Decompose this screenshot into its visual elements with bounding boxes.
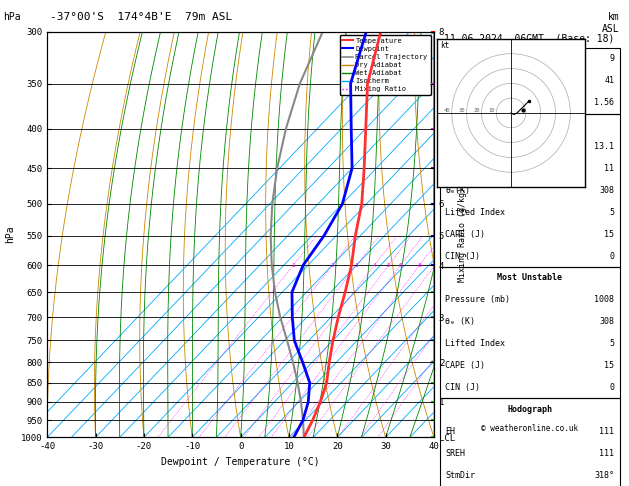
Text: Hodograph: Hodograph: [507, 405, 552, 414]
Text: hPa: hPa: [3, 12, 21, 22]
Text: 3: 3: [355, 263, 359, 268]
Text: Most Unstable: Most Unstable: [497, 274, 562, 282]
Text: K: K: [445, 54, 450, 63]
Legend: Temperature, Dewpoint, Parcel Trajectory, Dry Adiabat, Wet Adiabat, Isotherm, Mi: Temperature, Dewpoint, Parcel Trajectory…: [340, 35, 430, 95]
Text: ASL: ASL: [602, 24, 620, 35]
Bar: [440, 114, 620, 267]
Text: CAPE (J): CAPE (J): [445, 361, 485, 370]
Text: 318°: 318°: [594, 470, 614, 480]
Text: Dewp (°C): Dewp (°C): [445, 164, 490, 173]
Text: 15: 15: [604, 361, 614, 370]
Text: 111: 111: [599, 449, 614, 458]
Text: 8: 8: [418, 263, 421, 268]
Text: StmDir: StmDir: [445, 470, 475, 480]
Text: 0: 0: [609, 383, 614, 392]
Text: Pressure (mb): Pressure (mb): [445, 295, 510, 304]
Text: Temp (°C): Temp (°C): [445, 142, 490, 151]
Text: Lifted Index: Lifted Index: [445, 208, 505, 217]
Text: 15: 15: [604, 229, 614, 239]
Text: 10: 10: [488, 107, 495, 113]
Text: θₑ (K): θₑ (K): [445, 317, 475, 326]
Bar: [440, 399, 620, 486]
Text: 4: 4: [372, 263, 376, 268]
Text: CIN (J): CIN (J): [445, 383, 480, 392]
Text: 5: 5: [609, 339, 614, 348]
Text: CAPE (J): CAPE (J): [445, 229, 485, 239]
Text: SREH: SREH: [445, 449, 465, 458]
Text: CIN (J): CIN (J): [445, 251, 480, 260]
Text: © weatheronline.co.uk: © weatheronline.co.uk: [481, 424, 578, 434]
Text: Surface: Surface: [512, 120, 547, 129]
Text: 13.1: 13.1: [594, 142, 614, 151]
Text: kt: kt: [440, 41, 449, 50]
Text: 40: 40: [444, 107, 450, 113]
Text: 308: 308: [599, 186, 614, 195]
Text: θₑ(K): θₑ(K): [445, 186, 470, 195]
Text: PW (cm): PW (cm): [445, 98, 480, 107]
Text: EH: EH: [445, 427, 455, 436]
Text: 1.56: 1.56: [594, 98, 614, 107]
Y-axis label: Mixing Ratio (g/kg): Mixing Ratio (g/kg): [458, 187, 467, 282]
Text: 9: 9: [609, 54, 614, 63]
Bar: [440, 267, 620, 399]
Text: 111: 111: [599, 427, 614, 436]
Text: 308: 308: [599, 317, 614, 326]
Text: Totals Totals: Totals Totals: [445, 76, 510, 85]
Text: km: km: [608, 12, 620, 22]
Y-axis label: hPa: hPa: [5, 226, 15, 243]
Text: Lifted Index: Lifted Index: [445, 339, 505, 348]
Text: 2: 2: [330, 263, 334, 268]
Text: 6: 6: [399, 263, 403, 268]
Text: 1: 1: [291, 263, 295, 268]
Text: -37°00'S  174°4B'E  79m ASL: -37°00'S 174°4B'E 79m ASL: [50, 12, 233, 22]
Text: 11.06.2024  06GMT  (Base: 18): 11.06.2024 06GMT (Base: 18): [445, 34, 615, 44]
Text: 20: 20: [474, 107, 480, 113]
Bar: [440, 48, 620, 114]
Text: 5: 5: [387, 263, 391, 268]
Text: 41: 41: [604, 76, 614, 85]
Text: 11: 11: [604, 164, 614, 173]
Text: 5: 5: [609, 208, 614, 217]
Text: 30: 30: [459, 107, 465, 113]
Text: 0: 0: [609, 251, 614, 260]
Text: 1008: 1008: [594, 295, 614, 304]
X-axis label: Dewpoint / Temperature (°C): Dewpoint / Temperature (°C): [161, 457, 320, 467]
